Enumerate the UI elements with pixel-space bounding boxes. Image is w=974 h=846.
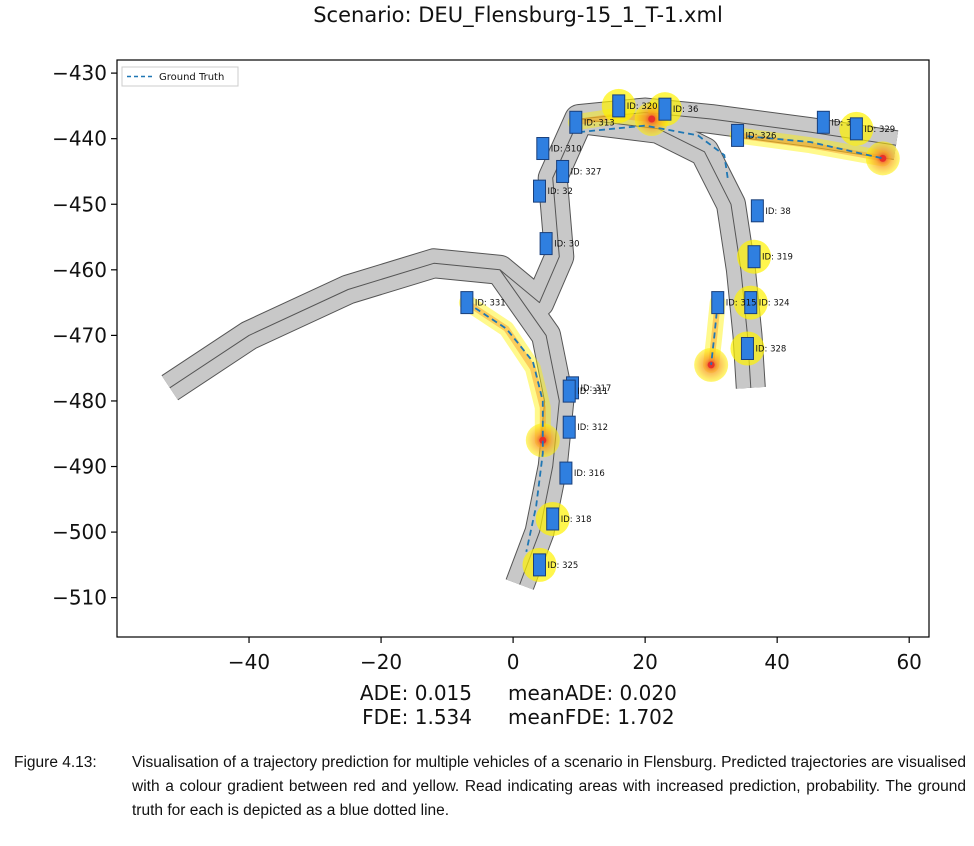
vehicle-label: ID: 329 [864,125,895,135]
axes: −40 −20 0 20 40 60 −430 −440 −450 −460 −470 −480 −49… [52,61,922,674]
ground-truth-line [466,301,544,552]
vehicle-label: ID: 315 [726,299,757,309]
y-tick-label: −430 [52,61,107,85]
vehicle-label: ID: 325 [548,561,579,571]
ground-truth-layer [466,124,883,552]
y-tick-label: −490 [52,455,107,479]
x-tick-label: −40 [228,650,270,674]
x-tick-label: 0 [507,650,520,674]
vehicle-box [556,159,570,183]
x-tick-label: −20 [360,650,402,674]
mean-ade-value: meanADE: 0.020 [508,681,677,705]
vehicle-box [849,117,863,141]
x-tick-label: 40 [764,650,789,674]
vehicle-box [562,415,576,439]
vehicle-label: ID: 316 [574,469,605,479]
vehicle-label: ID: 328 [755,345,786,355]
vehicle-box [740,337,754,360]
vehicle-label: ID: 30 [554,240,579,250]
legend: Ground Truth [121,66,239,87]
vehicle-label: ID: 312 [577,423,608,433]
vehicle-label: ID: 318 [561,515,592,525]
lane-divider [169,112,897,389]
vehicle-box [559,461,573,485]
y-tick-label: −500 [52,520,107,544]
prediction-endpoint-dot [879,154,887,162]
vehicle-label: ID: 313 [584,118,615,128]
prediction-trail-core [734,132,886,162]
vehicle-label: ID: 38 [765,207,790,217]
vehicle-box [750,199,764,223]
vehicle-box [546,507,560,531]
vehicle-label: ID: 322 [831,118,862,128]
vehicle-box [539,232,553,256]
y-tick-label: −450 [52,192,107,216]
vehicle-label: ID: 331 [475,299,506,309]
mean-fde-value: meanFDE: 1.702 [508,705,675,729]
vehicle-label: ID: 320 [627,102,658,112]
fde-value: FDE: 1.534 [362,705,472,729]
vehicle-label: ID: 327 [571,167,602,177]
metrics: ADE: 0.015 meanADE: 0.020 FDE: 1.534 mea… [360,681,677,729]
vehicle-label: ID: 319 [762,253,793,263]
chart-title: Scenario: DEU_Flensburg-15_1_T-1.xml [313,3,723,28]
ground-truth-line [737,134,883,160]
y-tick-label: −470 [52,323,107,347]
ade-value: ADE: 0.015 [360,681,472,705]
prediction-endpoint-dot [539,436,547,444]
x-tick-label: 60 [896,650,921,674]
vehicle-box [747,245,761,269]
y-tick-label: −510 [52,586,107,610]
caption-label: Figure 4.13: [14,754,97,771]
legend-ground-truth-label: Ground Truth [159,72,224,83]
figure: Scenario: DEU_Flensburg-15_1_T-1.xml ID:… [52,3,930,729]
vehicle-box [744,291,758,315]
vehicle-label: ID: 36 [673,105,698,115]
vehicle-label: ID: 32 [548,187,573,197]
caption-text: Visualisation of a trajectory prediction… [132,754,966,819]
vehicle-box [533,179,547,203]
vehicle-box [711,291,725,315]
vehicle-box [533,553,547,577]
prediction-trail [729,127,891,167]
legend-box [121,66,239,87]
prediction-endpoint-dot [648,115,656,123]
vehicle-box [569,110,583,134]
vehicle-label: ID: 317 [581,384,612,394]
vehicle-box [731,123,745,147]
vehicle-box [536,137,550,161]
vehicle-box [562,379,576,403]
vehicle-box [658,97,672,121]
vehicle-label: ID: 310 [551,145,582,155]
vehicle-box [460,291,474,315]
x-tick-label: 20 [632,650,657,674]
vehicle-box [816,110,830,134]
y-tick-label: −480 [52,389,107,413]
vehicle-label: ID: 326 [746,131,777,141]
vehicle-label: ID: 324 [759,299,790,309]
plot-content: ID: 320 ID: 36 ID: 313 ID: 310 ID: 327 ID: 32… [161,88,900,590]
vehicle-layer: ID: 320 ID: 36 ID: 313 ID: 310 ID: 327 ID: 32… [460,94,895,577]
vehicle-box [612,94,626,118]
y-tick-label: −440 [52,127,107,151]
vehicle-label: ID: 311 [577,387,608,397]
ground-truth-line [579,124,729,179]
y-tick-label: −460 [52,258,107,282]
